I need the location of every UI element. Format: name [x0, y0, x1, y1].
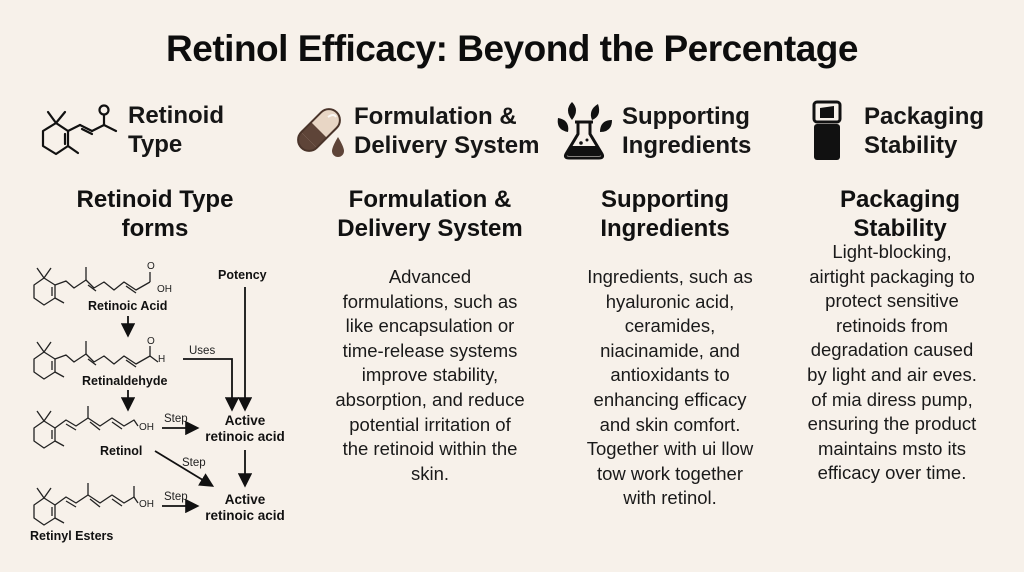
molecule-label-retinol: Retinol — [100, 444, 142, 458]
body-line: enhancing efficacy — [593, 388, 747, 410]
atom-label: OH — [139, 499, 154, 510]
subtitle-line: Packaging — [839, 186, 961, 213]
target-line2: retinoic acid — [205, 429, 285, 444]
body-line: efficacy over time. — [817, 462, 967, 484]
body-line: time-release systems — [342, 339, 518, 361]
body-line: skin. — [410, 462, 450, 484]
arrow-step-diagonal — [154, 450, 215, 487]
header-label-line1: Formulation & — [354, 103, 517, 130]
body-line: protect sensitive — [825, 290, 959, 312]
page-title: Retinol Efficacy: Beyond the Percentage — [166, 28, 858, 69]
body-line: hyaluronic acid, — [605, 290, 735, 312]
step-label: Step — [164, 491, 188, 503]
flask-leaves-icon — [554, 100, 616, 162]
header-packaging: Packaging Stability — [812, 100, 984, 162]
body-line: by light and air eves. — [807, 363, 977, 385]
potency-label: Potency — [218, 268, 267, 282]
body-line: and skin comfort. — [599, 413, 741, 435]
uses-label: Uses — [189, 345, 215, 357]
molecule-label-retinaldehyde: Retinaldehyde — [82, 374, 167, 388]
body-line: ensuring the product — [807, 413, 977, 435]
subtitle-formulation: Formulation & Delivery System — [310, 185, 550, 243]
atom-label: OH — [139, 422, 154, 433]
body-line: the retinoid within the — [342, 438, 518, 460]
body-supporting: Ingredients, such as hyaluronic acid, ce… — [560, 265, 780, 511]
subtitle-packaging: Packaging Stability — [790, 185, 1010, 243]
molecule-label-retinoic-acid: Retinoic Acid — [88, 299, 167, 313]
subtitle-line: Stability — [853, 215, 947, 242]
header-label-line1: Retinoid — [128, 102, 224, 129]
molecule-label-retinyl-esters: Retinyl Esters — [30, 529, 113, 543]
header-formulation: Formulation & Delivery System — [292, 102, 539, 160]
atom-label: H — [158, 354, 165, 365]
body-line: absorption, and reduce — [335, 388, 525, 410]
subtitle-line: Delivery System — [337, 215, 523, 242]
body-line: Ingredients, such as — [587, 266, 753, 287]
subtitle-line: Formulation & — [348, 186, 512, 213]
step-label: Step — [182, 457, 206, 469]
body-line: with retinol. — [623, 487, 717, 509]
molecule-icon — [36, 100, 122, 160]
subtitle-line: forms — [121, 215, 189, 242]
header-label-line1: Supporting — [622, 103, 750, 130]
header-retinoid-type: Retinoid Type — [36, 100, 224, 160]
body-line: antioxidants to — [610, 364, 730, 386]
body-line: Together with ui llow — [586, 438, 754, 460]
capsule-drop-icon — [292, 103, 348, 159]
body-line: of mia diress pump, — [811, 388, 973, 410]
header-label-line1: Packaging — [864, 103, 985, 130]
retinol-structure — [33, 406, 139, 449]
header-supporting: Supporting Ingredients — [554, 100, 751, 162]
subtitle-supporting: Supporting Ingredients — [560, 185, 770, 243]
body-line: like encapsulation or — [345, 315, 515, 337]
pump-bottle-icon — [812, 100, 842, 162]
target-line1: Active — [225, 492, 266, 507]
subtitle-retinoid-type: Retinoid Type forms — [40, 185, 270, 243]
body-line: tow work together — [596, 462, 743, 484]
header-label-line2: Ingredients — [622, 132, 752, 159]
body-line: ceramides, — [624, 315, 716, 337]
subtitle-line: Ingredients — [600, 215, 730, 242]
header-label-line2: Delivery System — [354, 132, 540, 159]
body-line: degradation caused — [810, 339, 974, 361]
retinyl-esters-structure — [33, 483, 139, 526]
body-line: Light-blocking, — [832, 241, 952, 262]
retinaldehyde-structure — [33, 341, 159, 380]
body-line: retinoids from — [835, 314, 949, 336]
body-line: airtight packaging to — [809, 265, 975, 287]
body-line: potential irritation of — [349, 413, 511, 435]
step-label: Step — [164, 413, 188, 425]
body-line: formulations, such as — [342, 290, 518, 312]
atom-label: O — [147, 336, 155, 347]
body-formulation: Advanced formulations, such as like enca… — [310, 265, 550, 486]
retinoid-conversion-diagram: O OH O H OH OH Retinoic Acid Retinaldehy… — [0, 250, 310, 570]
target-line2: retinoic acid — [205, 508, 285, 523]
subtitle-line: Supporting — [601, 186, 729, 213]
atom-label: OH — [157, 284, 172, 295]
header-label-line2: Stability — [864, 132, 958, 159]
body-line: maintains msto its — [817, 437, 967, 459]
body-line: niacinamide, and — [600, 339, 740, 361]
body-line: improve stability, — [361, 364, 499, 386]
subtitle-line: Retinoid Type — [76, 186, 234, 213]
body-line: Advanced — [388, 266, 472, 287]
retinoic-acid-structure — [33, 267, 151, 306]
body-packaging: Light-blocking, airtight packaging to pr… — [782, 240, 1002, 486]
arrow-uses — [183, 358, 240, 412]
target-line1: Active — [225, 413, 266, 428]
atom-label: O — [147, 261, 155, 272]
header-label-line2: Type — [128, 131, 183, 158]
